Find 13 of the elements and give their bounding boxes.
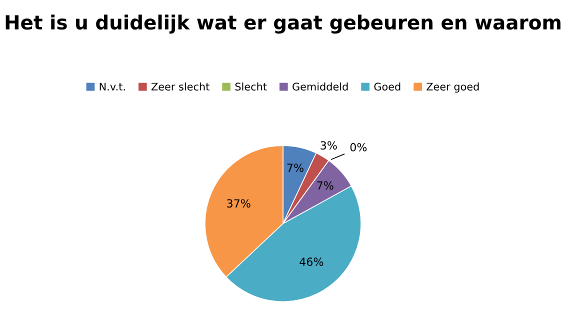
legend-label: Goed bbox=[374, 82, 400, 91]
legend-label: Gemiddeld bbox=[292, 82, 348, 91]
data-label: 46% bbox=[300, 258, 324, 266]
data-label: 7% bbox=[317, 181, 334, 190]
legend-label: Zeer goed bbox=[426, 82, 479, 93]
data-label: 3% bbox=[320, 141, 337, 150]
legend-label: Zeer slecht bbox=[151, 82, 210, 91]
legend-label: Slecht bbox=[235, 82, 267, 91]
text: 0% bbox=[350, 142, 367, 152]
data-label: 7% bbox=[287, 164, 304, 172]
legend-label: N.v.t. bbox=[100, 82, 125, 90]
data-label: 37% bbox=[227, 199, 250, 208]
chart-title: Het is u duidelijk wat er gaat gebeuren en waarom bbox=[6, 14, 560, 34]
